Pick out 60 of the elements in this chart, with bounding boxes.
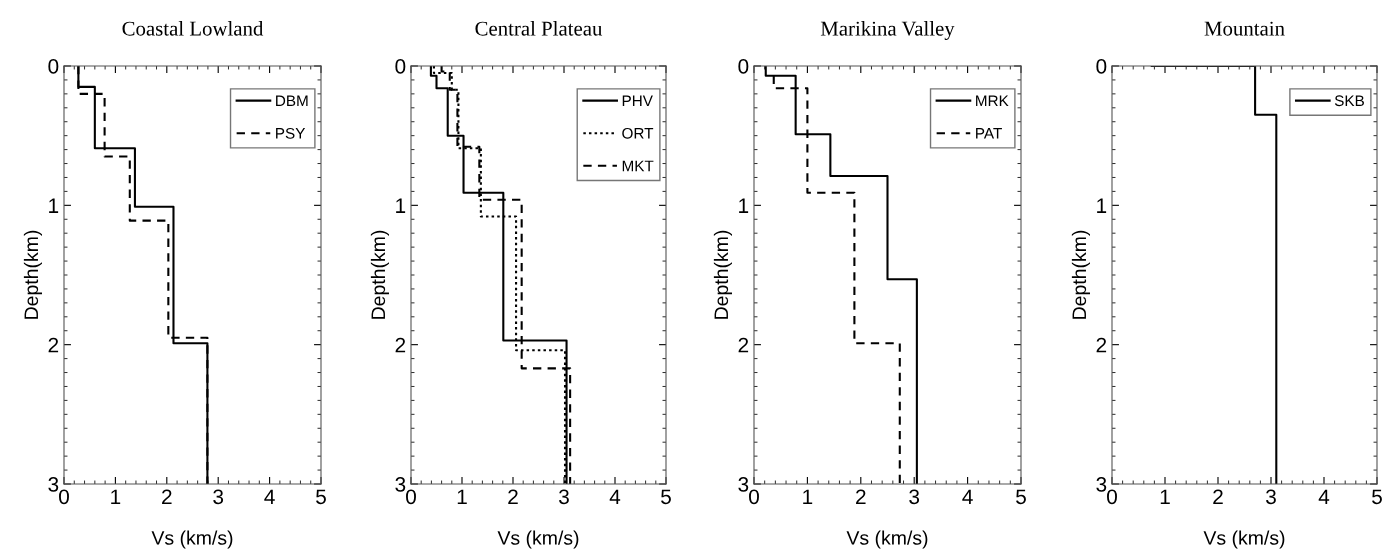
x-tick-label: 2: [1213, 489, 1223, 504]
x-tick-label: 5: [1016, 489, 1026, 505]
x-tick-label: 1: [111, 489, 121, 504]
x-tick-label: 1: [803, 489, 813, 504]
legend-label: DBM: [276, 95, 308, 107]
x-tick-label: 3: [909, 489, 920, 505]
chart-title: Coastal Lowland: [122, 20, 264, 36]
y-tick-label: 0: [1096, 59, 1107, 74]
x-tick-label: 4: [1318, 489, 1330, 504]
x-tick-label: 3: [1266, 489, 1276, 505]
legend-label: MRK: [976, 95, 1009, 107]
y-axis-title: Depth(km): [23, 230, 42, 319]
legend-label: PHV: [622, 95, 653, 107]
y-tick-label: 3: [395, 477, 406, 492]
y-tick-label: 2: [48, 337, 59, 353]
x-tick-label: 2: [856, 489, 866, 504]
x-tick-label: 5: [316, 489, 326, 505]
x-tick-label: 3: [559, 489, 569, 505]
x-tick-label: 4: [962, 489, 973, 504]
x-tick-label: 5: [661, 489, 671, 505]
x-axis-title: Vs (km/s): [846, 530, 928, 549]
y-tick-label: 1: [739, 198, 749, 213]
y-tick-label: 0: [48, 59, 59, 74]
x-tick-label: 3: [213, 489, 224, 505]
y-tick-label: 2: [1096, 337, 1107, 353]
x-tick-label: 4: [609, 489, 621, 504]
y-tick-label: 0: [738, 59, 749, 74]
y-tick-label: 1: [396, 198, 406, 213]
y-tick-label: 3: [738, 477, 749, 492]
legend-label: ORT: [622, 127, 654, 139]
x-tick-label: 0: [59, 489, 69, 505]
x-axis-title: Vs (km/s): [151, 530, 233, 549]
legend-label: MKT: [622, 160, 654, 172]
y-axis-title: Depth(km): [370, 230, 389, 319]
y-axis-title: Depth(km): [713, 230, 732, 319]
x-tick-label: 0: [749, 489, 759, 505]
y-tick-label: 2: [738, 337, 749, 353]
x-axis-title: Vs (km/s): [1203, 530, 1285, 549]
x-tick-label: 2: [162, 489, 172, 504]
x-tick-label: 0: [406, 489, 416, 505]
y-tick-label: 3: [1096, 477, 1107, 492]
x-tick-label: 5: [1372, 489, 1382, 505]
y-tick-label: 1: [49, 198, 59, 213]
x-tick-label: 2: [508, 489, 518, 504]
y-axis-title: Depth(km): [1071, 230, 1090, 319]
x-axis-title: Vs (km/s): [497, 530, 579, 549]
x-tick-label: 1: [1160, 489, 1170, 504]
chart-title: Mountain: [1204, 21, 1285, 36]
y-tick-label: 2: [395, 337, 406, 353]
chart-title: Central Plateau: [475, 20, 603, 36]
legend-label: SKB: [1334, 95, 1364, 107]
chart-title: Marikina Valley: [820, 20, 955, 40]
y-tick-label: 3: [48, 477, 59, 492]
y-tick-label: 1: [1097, 198, 1107, 213]
legend-label: PAT: [976, 128, 1002, 139]
legend-label: PSY: [276, 127, 306, 139]
x-tick-label: 4: [264, 489, 275, 504]
x-tick-label: 1: [457, 489, 467, 504]
y-tick-label: 0: [395, 59, 406, 74]
x-tick-label: 0: [1107, 489, 1117, 505]
